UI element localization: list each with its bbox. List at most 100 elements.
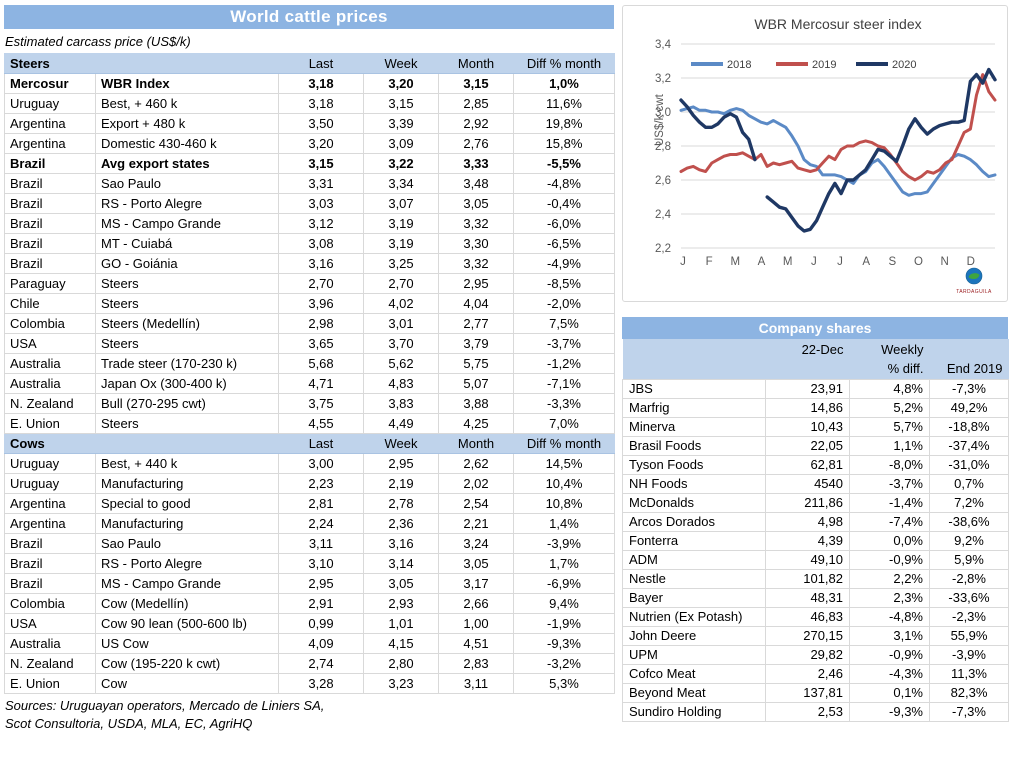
price-row: Brazil MS - Campo Grande 3,12 3,19 3,32 -6,0% <box>4 213 615 234</box>
description-cell: Steers <box>95 413 279 434</box>
description-cell: Manufacturing <box>95 473 279 494</box>
price-cell: 62,81 <box>765 454 850 475</box>
country-cell: Chile <box>4 293 96 314</box>
month-cell: 2,02 <box>438 473 514 494</box>
description-cell: Avg export states <box>95 153 279 174</box>
end2019-cell: 7,2% <box>929 492 1009 513</box>
share-row: Nestle 101,82 2,2% -2,8% <box>622 568 1009 589</box>
price-cell: 29,82 <box>765 644 850 665</box>
section-label: Cows <box>4 433 279 454</box>
x-tick-label: F <box>706 256 713 268</box>
weekly-diff-cell: 0,1% <box>849 682 930 703</box>
weekly-diff-cell: -4,3% <box>849 663 930 684</box>
description-cell: Steers <box>95 333 279 354</box>
weekly-diff-cell: -9,3% <box>849 701 930 722</box>
description-cell: Cow 90 lean (500-600 lb) <box>95 613 279 634</box>
month-cell: 3,32 <box>438 253 514 274</box>
x-tick-label: J <box>837 256 843 268</box>
diff-cell: -0,4% <box>513 193 615 214</box>
week-cell: 2,80 <box>363 653 439 674</box>
weekly-diff-cell: 2,2% <box>849 568 930 589</box>
share-row: Bayer 48,31 2,3% -33,6% <box>622 587 1009 608</box>
diff-cell: 15,8% <box>513 133 615 154</box>
end2019-cell: -31,0% <box>929 454 1009 475</box>
description-cell: GO - Goiánia <box>95 253 279 274</box>
company-name-cell: Nutrien (Ex Potash) <box>622 606 766 627</box>
price-row: Brazil RS - Porto Alegre 3,03 3,07 3,05 -0,4% <box>4 193 615 214</box>
column-header: Week <box>363 433 439 454</box>
company-shares-card: Company shares 22-Dec Weekly % diff. End… <box>622 317 1009 722</box>
last-cell: 2,70 <box>278 273 364 294</box>
week-cell: 3,23 <box>363 673 439 694</box>
column-header: Diff % month <box>513 433 615 454</box>
end2019-cell: 5,9% <box>929 549 1009 570</box>
price-row: Argentina Export + 480 k 3,50 3,39 2,92 19,8% <box>4 113 615 134</box>
diff-cell: -3,9% <box>513 533 615 554</box>
week-cell: 3,01 <box>363 313 439 334</box>
company-name-cell: JBS <box>622 378 766 399</box>
week-cell: 3,34 <box>363 173 439 194</box>
column-header: Diff % month <box>513 53 615 74</box>
series-line-2019 <box>679 73 997 182</box>
description-cell: Sao Paulo <box>95 533 279 554</box>
share-row: Beyond Meat 137,81 0,1% 82,3% <box>622 682 1009 703</box>
end2019-cell: -33,6% <box>929 587 1009 608</box>
description-cell: Japan Ox (300-400 k) <box>95 373 279 394</box>
shares-header-row-1: 22-Dec Weekly <box>622 339 1009 359</box>
price-cell: 46,83 <box>765 606 850 627</box>
diff-cell: 7,5% <box>513 313 615 334</box>
diff-cell: -8,5% <box>513 273 615 294</box>
end2019-cell: -2,3% <box>929 606 1009 627</box>
description-cell: Domestic 430-460 k <box>95 133 279 154</box>
country-cell: N. Zealand <box>4 393 96 414</box>
country-cell: Brazil <box>4 253 96 274</box>
month-cell: 3,30 <box>438 233 514 254</box>
description-cell: Cow <box>95 673 279 694</box>
last-cell: 4,09 <box>278 633 364 654</box>
y-axis-label: US$/k cwt <box>654 93 666 146</box>
company-shares-table-body: JBS 23,91 4,8% -7,3% Marfrig 14,86 5,2% 49,2% Mi… <box>622 378 1009 722</box>
description-cell: MS - Campo Grande <box>95 213 279 234</box>
company-name-cell: Minerva <box>622 416 766 437</box>
weekly-diff-cell: 4,8% <box>849 378 930 399</box>
country-cell: Brazil <box>4 573 96 594</box>
price-row: Argentina Manufacturing 2,24 2,36 2,21 1,4% <box>4 513 615 534</box>
last-cell: 3,15 <box>278 153 364 174</box>
weekly-diff-cell: 3,1% <box>849 625 930 646</box>
legend-label-2020: 2020 <box>892 59 916 71</box>
price-row: N. Zealand Bull (270-295 cwt) 3,75 3,83 3,88… <box>4 393 615 414</box>
shares-header-row-2: % diff. End 2019 <box>622 359 1009 379</box>
month-cell: 3,48 <box>438 173 514 194</box>
right-panel: WBR Mercosur steer index 2,2 2,4 2,6 2,8 3,0 3… <box>622 5 1009 722</box>
week-cell: 3,16 <box>363 533 439 554</box>
price-row: Australia Japan Ox (300-400 k) 4,71 4,83 5,0… <box>4 373 615 394</box>
week-cell: 3,19 <box>363 233 439 254</box>
diff-cell: -9,3% <box>513 633 615 654</box>
diff-cell: -1,9% <box>513 613 615 634</box>
price-row: Uruguay Best, + 440 k 3,00 2,95 2,62 14,5% <box>4 453 615 474</box>
diff-cell: 7,0% <box>513 413 615 434</box>
description-cell: MS - Campo Grande <box>95 573 279 594</box>
price-cell: 10,43 <box>765 416 850 437</box>
diff-cell: 9,4% <box>513 593 615 614</box>
month-cell: 2,62 <box>438 453 514 474</box>
price-cell: 48,31 <box>765 587 850 608</box>
company-shares-title: Company shares <box>622 317 1008 339</box>
world-cattle-prices-panel: World cattle prices Estimated carcass pr… <box>4 5 615 733</box>
section-label: Steers <box>4 53 279 74</box>
x-tick-label: M <box>731 256 741 268</box>
last-cell: 4,71 <box>278 373 364 394</box>
column-header: Last <box>278 433 364 454</box>
description-cell: Steers <box>95 273 279 294</box>
week-cell: 3,05 <box>363 573 439 594</box>
company-shares-table: 22-Dec Weekly % diff. End 2019 JBS 23,91 4… <box>622 339 1009 722</box>
month-cell: 2,76 <box>438 133 514 154</box>
description-cell: Steers (Medellín) <box>95 313 279 334</box>
column-header: Month <box>438 433 514 454</box>
company-name-cell: Beyond Meat <box>622 682 766 703</box>
country-cell: Argentina <box>4 493 96 514</box>
price-row: Argentina Special to good 2,81 2,78 2,54 10,8… <box>4 493 615 514</box>
price-cell: 23,91 <box>765 378 850 399</box>
month-cell: 4,25 <box>438 413 514 434</box>
month-cell: 5,75 <box>438 353 514 374</box>
